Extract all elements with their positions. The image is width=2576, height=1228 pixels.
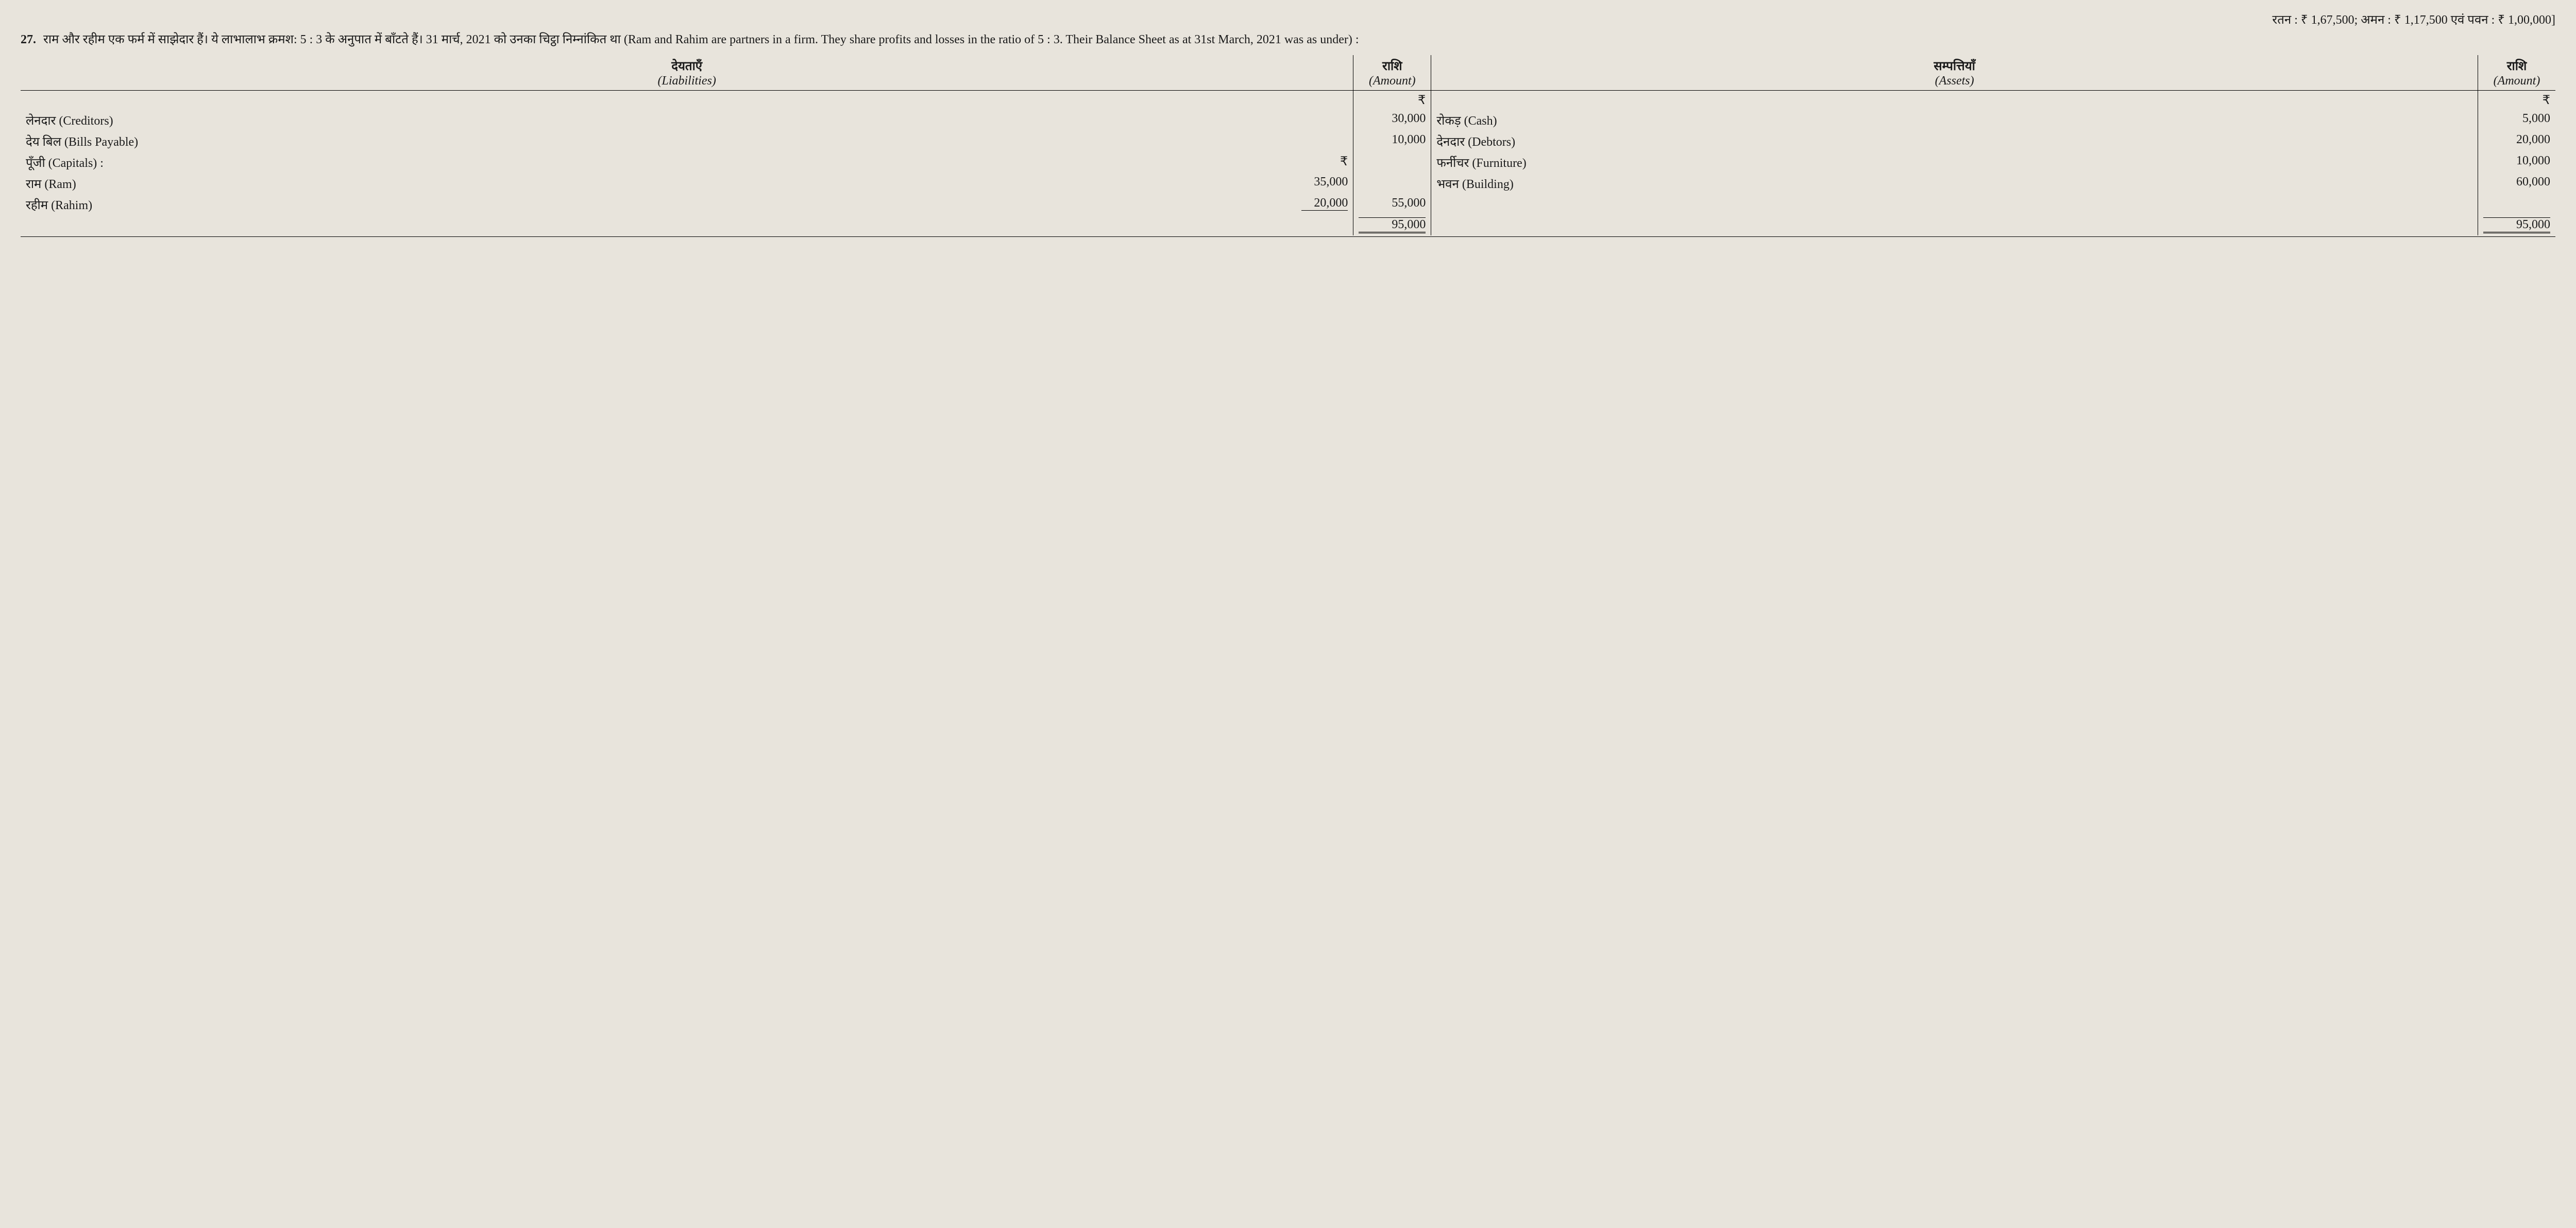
table-row: देय बिल (Bills Payable) 10,000 देनदार (D… — [21, 131, 2555, 152]
question-hindi: राम और रहीम एक फर्म में साझेदार हैं। ये … — [43, 33, 621, 46]
bills-payable-label: देय बिल (Bills Payable) — [21, 131, 1296, 152]
bottom-border-row — [21, 235, 2555, 237]
amount-header-assets: राशि (Amount) — [2478, 55, 2556, 91]
bills-payable-amount: 10,000 — [1353, 131, 1431, 152]
liabilities-total: 95,000 — [1353, 215, 1431, 235]
table-row: राम (Ram) 35,000 भवन (Building) 60,000 — [21, 173, 2555, 194]
building-label: भवन (Building) — [1431, 173, 2478, 194]
amount-header-hi-2: राशि — [2507, 60, 2527, 73]
rupee-symbol-liab: ₹ — [1353, 90, 1431, 110]
building-amount: 60,000 — [2478, 173, 2556, 194]
currency-row: ₹ ₹ — [21, 90, 2555, 110]
assets-header-en: (Assets) — [1436, 74, 2472, 88]
ram-label: राम (Ram) — [21, 173, 1296, 194]
furniture-amount: 10,000 — [2478, 152, 2556, 173]
question-english: (Ram and Rahim are partners in a firm. T… — [624, 33, 1359, 46]
liabilities-header-hi: देयताएँ — [671, 60, 702, 73]
liabilities-header: देयताएँ (Liabilities) — [21, 55, 1353, 91]
assets-header: सम्पत्तियाँ (Assets) — [1431, 55, 2478, 91]
table-row: रहीम (Rahim) 20,000 55,000 — [21, 194, 2555, 215]
amount-header-en-1: (Amount) — [1359, 74, 1426, 88]
liabilities-header-en: (Liabilities) — [26, 74, 1348, 88]
furniture-label: फर्नीचर (Furniture) — [1431, 152, 2478, 173]
rahim-label: रहीम (Rahim) — [21, 194, 1296, 215]
assets-total-val: 95,000 — [2483, 217, 2550, 233]
debtors-label: देनदार (Debtors) — [1431, 131, 2478, 152]
rahim-capital: 20,000 — [1296, 194, 1353, 215]
cash-amount: 5,000 — [2478, 110, 2556, 131]
capitals-total: 55,000 — [1353, 194, 1431, 215]
amount-header-en-2: (Amount) — [2483, 74, 2550, 88]
question-block: रतन : ₹ 1,67,500; अमन : ₹ 1,17,500 एवं प… — [21, 10, 2555, 50]
capitals-rupee: ₹ — [1296, 152, 1353, 173]
amount-header-hi-1: राशि — [1382, 60, 1402, 73]
rupee-symbol-assets: ₹ — [2478, 90, 2556, 110]
question-number: 27. — [21, 33, 36, 46]
table-header-row: देयताएँ (Liabilities) राशि (Amount) सम्प… — [21, 55, 2555, 91]
table-row: लेनदार (Creditors) 30,000 रोकड़ (Cash) 5… — [21, 110, 2555, 131]
cash-label: रोकड़ (Cash) — [1431, 110, 2478, 131]
liabilities-total-val: 95,000 — [1359, 217, 1426, 233]
balance-sheet-table: देयताएँ (Liabilities) राशि (Amount) सम्प… — [21, 55, 2555, 237]
creditors-amount: 30,000 — [1353, 110, 1431, 131]
total-row: 95,000 95,000 — [21, 215, 2555, 235]
rahim-capital-val: 20,000 — [1301, 196, 1348, 211]
table-row: पूँजी (Capitals) : ₹ फर्नीचर (Furniture)… — [21, 152, 2555, 173]
amount-header-liab: राशि (Amount) — [1353, 55, 1431, 91]
creditors-label: लेनदार (Creditors) — [21, 110, 1296, 131]
assets-total: 95,000 — [2478, 215, 2556, 235]
ram-capital: 35,000 — [1296, 173, 1353, 194]
prev-answer-fragment: रतन : ₹ 1,67,500; अमन : ₹ 1,17,500 एवं प… — [2272, 10, 2555, 30]
debtors-amount: 20,000 — [2478, 131, 2556, 152]
assets-header-hi: सम्पत्तियाँ — [1934, 60, 1975, 73]
capitals-label: पूँजी (Capitals) : — [21, 152, 1296, 173]
